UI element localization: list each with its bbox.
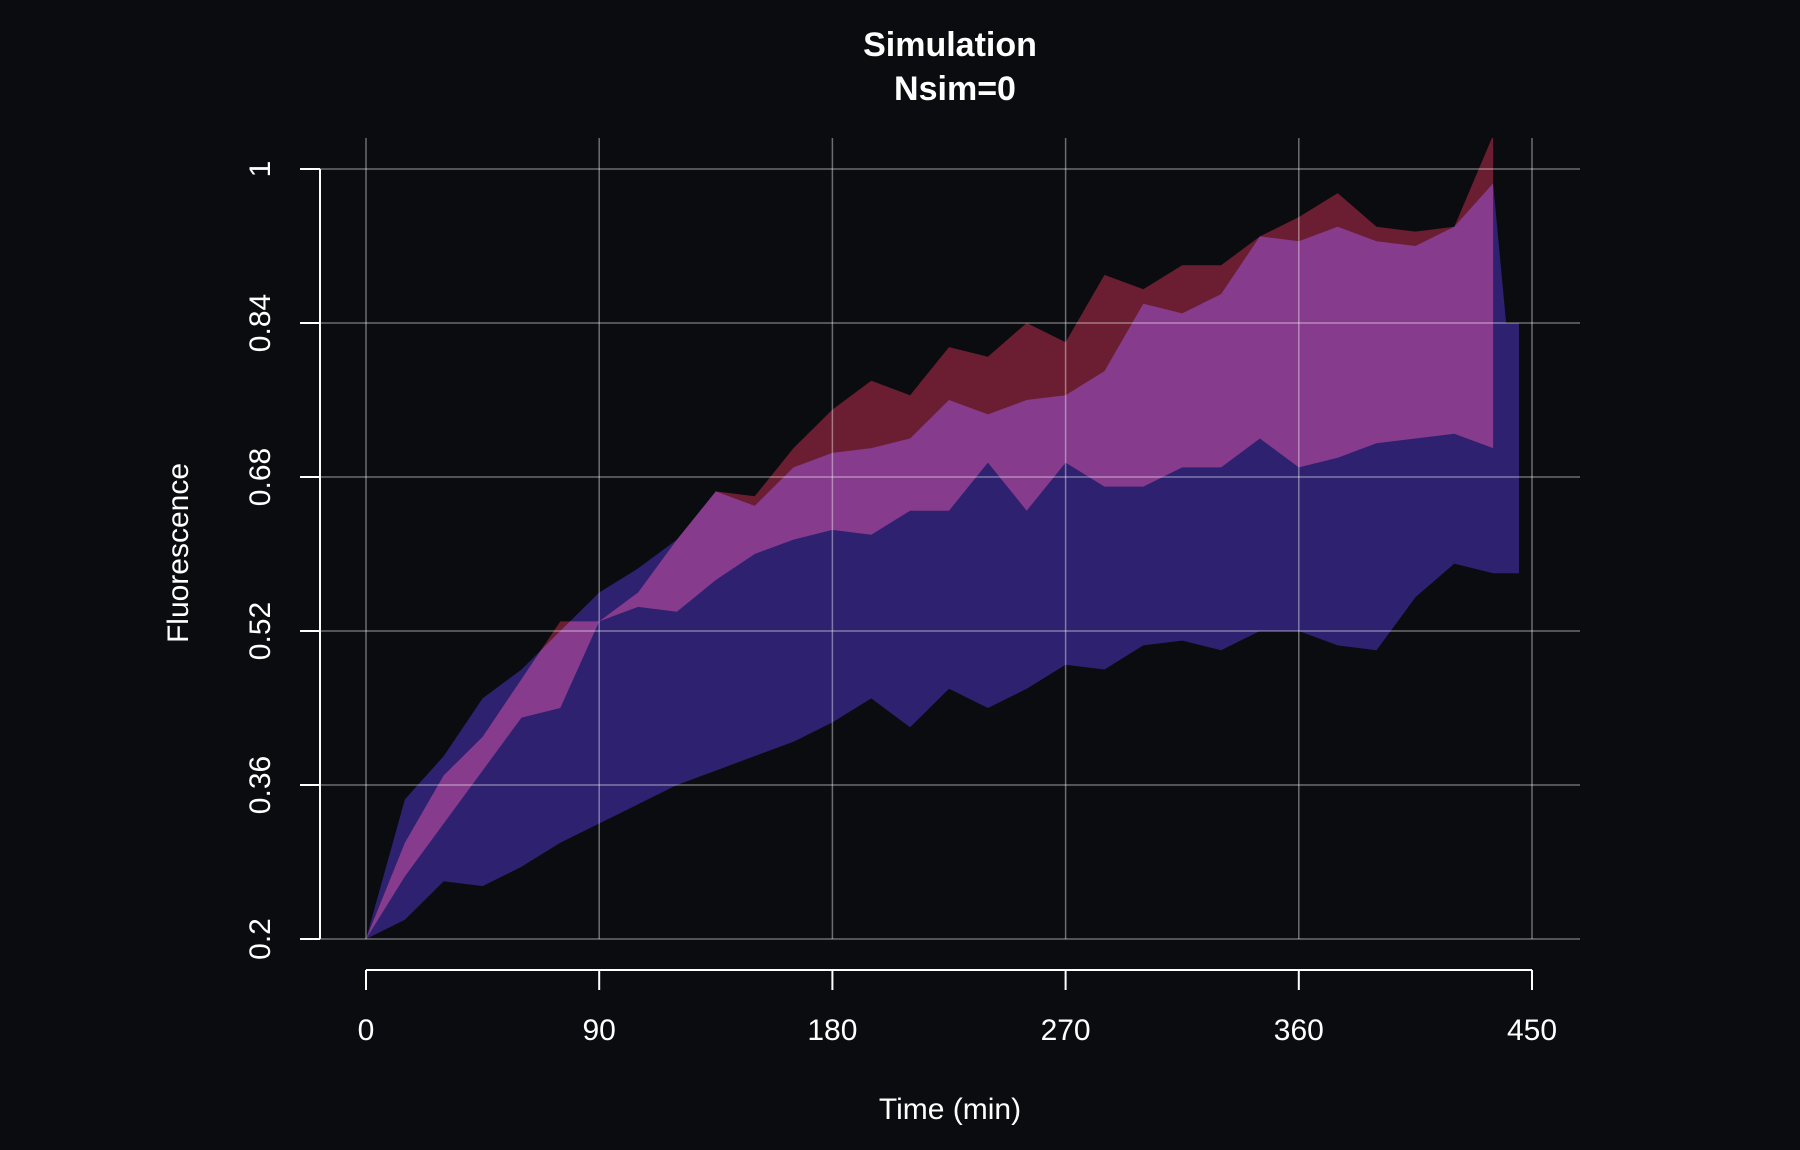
y-tick-label: 0.52 [244,602,277,660]
chart-subtitle: Nsim=0 [894,70,1016,108]
x-tick-label: 0 [358,1014,375,1047]
plot-area [366,138,1519,939]
chart-title: Simulation [863,26,1037,64]
y-tick-label: 0.2 [244,918,277,960]
x-tick-label: 180 [807,1014,857,1047]
y-tick-label: 1 [244,161,277,178]
axes: 0.2 0.36 0.52 0.68 0.84 1 0 90 180 270 360 450 [244,138,1580,1047]
x-tick-label: 360 [1274,1014,1324,1047]
x-axis-title: Time (min) [879,1093,1021,1126]
y-tick-label: 0.36 [244,756,277,814]
y-tick-label: 0.68 [244,448,277,506]
ribbon [366,138,1494,939]
x-tick-label: 270 [1041,1014,1091,1047]
x-tick-label: 450 [1507,1014,1557,1047]
y-tick-label: 0.84 [244,294,277,352]
x-tick-label: 90 [583,1014,616,1047]
y-axis-title: Fluorescence [162,463,195,643]
